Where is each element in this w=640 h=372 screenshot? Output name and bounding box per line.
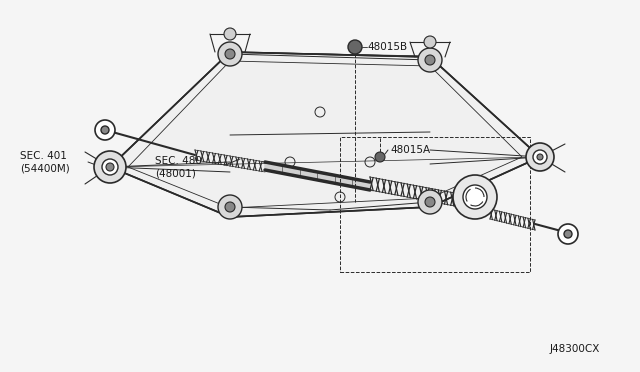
Circle shape — [425, 55, 435, 65]
Circle shape — [453, 175, 497, 219]
Circle shape — [526, 143, 554, 171]
Text: SEC. 480
(48001): SEC. 480 (48001) — [155, 156, 202, 178]
Polygon shape — [265, 162, 370, 190]
Circle shape — [418, 190, 442, 214]
Circle shape — [564, 230, 572, 238]
Text: 48015A: 48015A — [390, 145, 430, 155]
Circle shape — [218, 195, 242, 219]
Circle shape — [225, 49, 235, 59]
Circle shape — [418, 48, 442, 72]
Circle shape — [424, 36, 436, 48]
Circle shape — [218, 42, 242, 66]
Circle shape — [463, 185, 487, 209]
Circle shape — [224, 28, 236, 40]
Circle shape — [537, 154, 543, 160]
Circle shape — [106, 163, 114, 171]
Circle shape — [375, 152, 385, 162]
Circle shape — [558, 224, 578, 244]
Text: 48015B: 48015B — [367, 42, 407, 52]
Circle shape — [94, 151, 126, 183]
Circle shape — [533, 150, 547, 164]
Circle shape — [348, 40, 362, 54]
Circle shape — [102, 159, 118, 175]
Polygon shape — [110, 52, 540, 217]
Text: SEC. 401
(54400M): SEC. 401 (54400M) — [20, 151, 70, 173]
Circle shape — [425, 197, 435, 207]
Circle shape — [225, 202, 235, 212]
Circle shape — [101, 126, 109, 134]
Text: J48300CX: J48300CX — [550, 344, 600, 354]
Circle shape — [95, 120, 115, 140]
